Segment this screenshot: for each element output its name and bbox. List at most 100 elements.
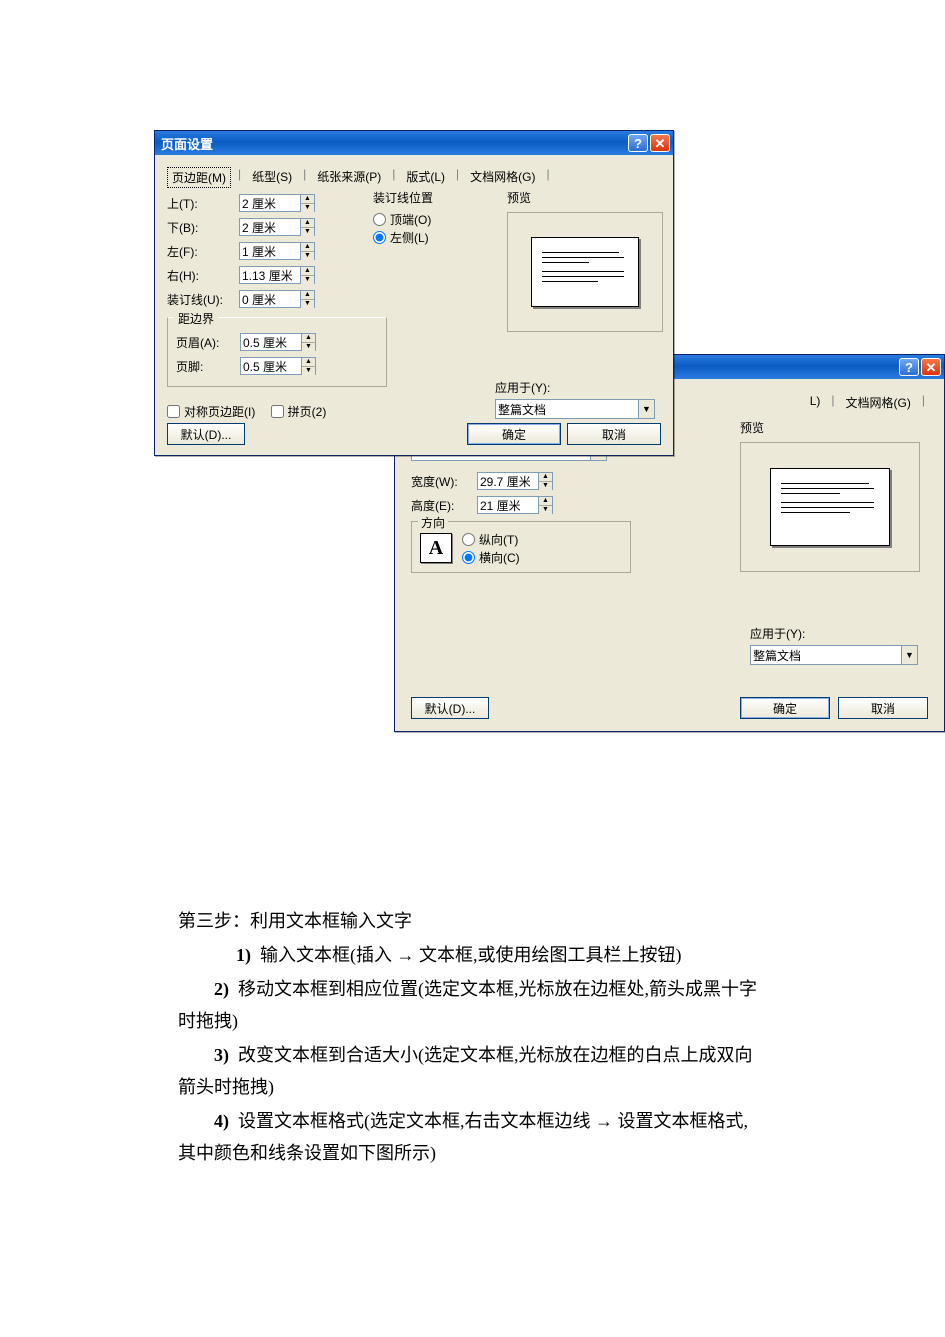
close-icon[interactable]: ✕: [921, 358, 941, 376]
preview-page-icon: [531, 237, 639, 307]
tab-layout-partial[interactable]: L): [806, 393, 825, 412]
gutter-top-radio[interactable]: [373, 213, 386, 226]
preview-legend: 预览: [507, 189, 663, 206]
footer-spin[interactable]: ▲▼: [240, 357, 316, 375]
dialog-title: 页面设置: [161, 134, 626, 153]
help-icon[interactable]: ?: [628, 134, 648, 152]
close-icon[interactable]: ✕: [650, 134, 670, 152]
ok-button[interactable]: 确定: [740, 697, 830, 719]
step-heading: 第三步：利用文本框输入文字: [178, 905, 763, 937]
spin-up-icon[interactable]: ▲: [301, 291, 314, 300]
margin-left-label: 左(F):: [167, 243, 239, 260]
spread-checkbox[interactable]: [271, 405, 284, 418]
list-item: 2) 移动文本框到相应位置(选定文本框,光标放在边框处,箭头成黑十字时拖拽): [178, 973, 763, 1037]
titlebar: 页面设置 ? ✕: [155, 131, 673, 155]
list-number: 1): [236, 945, 251, 965]
help-icon[interactable]: ?: [899, 358, 919, 376]
margin-top-input[interactable]: [239, 194, 301, 212]
portrait-radio[interactable]: [462, 533, 475, 546]
footer-input[interactable]: [240, 357, 302, 375]
header-spin[interactable]: ▲▼: [240, 333, 316, 351]
spin-down-icon[interactable]: ▼: [301, 228, 314, 236]
header-input[interactable]: [240, 333, 302, 351]
tab-grid[interactable]: 文档网格(G): [466, 167, 539, 188]
bounds-legend: 距边界: [174, 310, 218, 327]
header-label: 页眉(A):: [176, 334, 240, 351]
apply-to-combo[interactable]: ▼: [495, 399, 655, 419]
spread-check[interactable]: 拼页(2): [271, 403, 327, 420]
margin-right-label: 右(H):: [167, 267, 239, 284]
spin-down-icon[interactable]: ▼: [301, 276, 314, 284]
margin-left-spin[interactable]: ▲▼: [239, 242, 315, 260]
height-input[interactable]: [477, 496, 539, 514]
width-input[interactable]: [477, 472, 539, 490]
list-number: 3): [214, 1045, 229, 1065]
spin-down-icon[interactable]: ▼: [301, 300, 314, 308]
tab-margins[interactable]: 页边距(M): [167, 167, 231, 188]
preview-column: 预览: [507, 189, 663, 332]
spin-up-icon[interactable]: ▲: [301, 219, 314, 228]
gutter-spin[interactable]: ▲▼: [239, 290, 315, 308]
spin-down-icon[interactable]: ▼: [302, 367, 315, 375]
spin-down-icon[interactable]: ▼: [302, 343, 315, 351]
tab-source[interactable]: 纸张来源(P): [313, 167, 385, 188]
margin-top-label: 上(T):: [167, 195, 239, 212]
ok-button[interactable]: 确定: [467, 423, 561, 445]
gutter-input[interactable]: [239, 290, 301, 308]
checks-row: 对称页边距(I) 拼页(2): [167, 403, 338, 421]
list-text: 设置文本框格式(选定文本框,右击文本框边线 → 设置文本框格式,其中颜色和线条设…: [178, 1111, 748, 1163]
apply-to-label: 应用于(Y):: [750, 625, 920, 642]
apply-to-value[interactable]: [495, 399, 639, 419]
default-button[interactable]: 默认(D)...: [167, 423, 245, 445]
margin-right-spin[interactable]: ▲▼: [239, 266, 315, 284]
button-row: 默认(D)... 确定 取消: [411, 697, 928, 719]
margin-bottom-label: 下(B):: [167, 219, 239, 236]
margin-top-spin[interactable]: ▲▼: [239, 194, 315, 212]
margin-bottom-input[interactable]: [239, 218, 301, 236]
margin-left-input[interactable]: [239, 242, 301, 260]
tab-paper[interactable]: 纸型(S): [248, 167, 296, 188]
width-spin[interactable]: ▲▼: [477, 472, 553, 490]
chevron-down-icon[interactable]: ▼: [639, 399, 655, 419]
spin-up-icon[interactable]: ▲: [302, 334, 315, 343]
margin-right-input[interactable]: [239, 266, 301, 284]
spin-up-icon[interactable]: ▲: [539, 473, 552, 482]
apply-to-label: 应用于(Y):: [495, 379, 663, 396]
spin-down-icon[interactable]: ▼: [539, 482, 552, 490]
landscape-radio[interactable]: [462, 551, 475, 564]
preview-page-icon: [770, 468, 890, 546]
height-spin[interactable]: ▲▼: [477, 496, 553, 514]
spin-up-icon[interactable]: ▲: [301, 267, 314, 276]
mirror-checkbox[interactable]: [167, 405, 180, 418]
spin-up-icon[interactable]: ▲: [301, 243, 314, 252]
spin-up-icon[interactable]: ▲: [302, 358, 315, 367]
apply-to-combo[interactable]: ▼: [750, 645, 918, 665]
preview-legend: 预览: [740, 419, 920, 436]
spin-down-icon[interactable]: ▼: [301, 252, 314, 260]
spin-up-icon[interactable]: ▲: [301, 195, 314, 204]
orientation-legend: 方向: [418, 514, 448, 531]
button-row: 默认(D)... 确定 取消: [167, 423, 661, 445]
spin-down-icon[interactable]: ▼: [301, 204, 314, 212]
apply-to-value[interactable]: [750, 645, 902, 665]
cancel-button[interactable]: 取消: [838, 697, 928, 719]
tabs-partial: L) | 文档网格(G) |: [804, 389, 928, 418]
apply-to-area: 应用于(Y): ▼: [495, 379, 663, 419]
tab-grid[interactable]: 文档网格(G): [842, 393, 915, 412]
default-button[interactable]: 默认(D)...: [411, 697, 489, 719]
spread-label: 拼页(2): [288, 403, 327, 420]
list-text: 移动文本框到相应位置(选定文本框,光标放在边框处,箭头成黑十字时拖拽): [178, 979, 757, 1031]
portrait-label: 纵向(T): [479, 531, 518, 548]
list-item: 4) 设置文本框格式(选定文本框,右击文本框边线 → 设置文本框格式,其中颜色和…: [178, 1105, 763, 1169]
spin-up-icon[interactable]: ▲: [539, 497, 552, 506]
tab-layout[interactable]: 版式(L): [402, 167, 449, 188]
margin-bottom-spin[interactable]: ▲▼: [239, 218, 315, 236]
gutter-left-radio[interactable]: [373, 231, 386, 244]
tab-separator: |: [921, 393, 926, 412]
spin-down-icon[interactable]: ▼: [539, 506, 552, 514]
paper-section: ▼ 宽度(W): ▲▼ 高度(E): ▲▼ 方向 A: [411, 441, 631, 573]
cancel-button[interactable]: 取消: [567, 423, 661, 445]
gutter-label: 装订线(U):: [167, 291, 239, 308]
mirror-margins-check[interactable]: 对称页边距(I): [167, 403, 255, 420]
chevron-down-icon[interactable]: ▼: [902, 645, 918, 665]
